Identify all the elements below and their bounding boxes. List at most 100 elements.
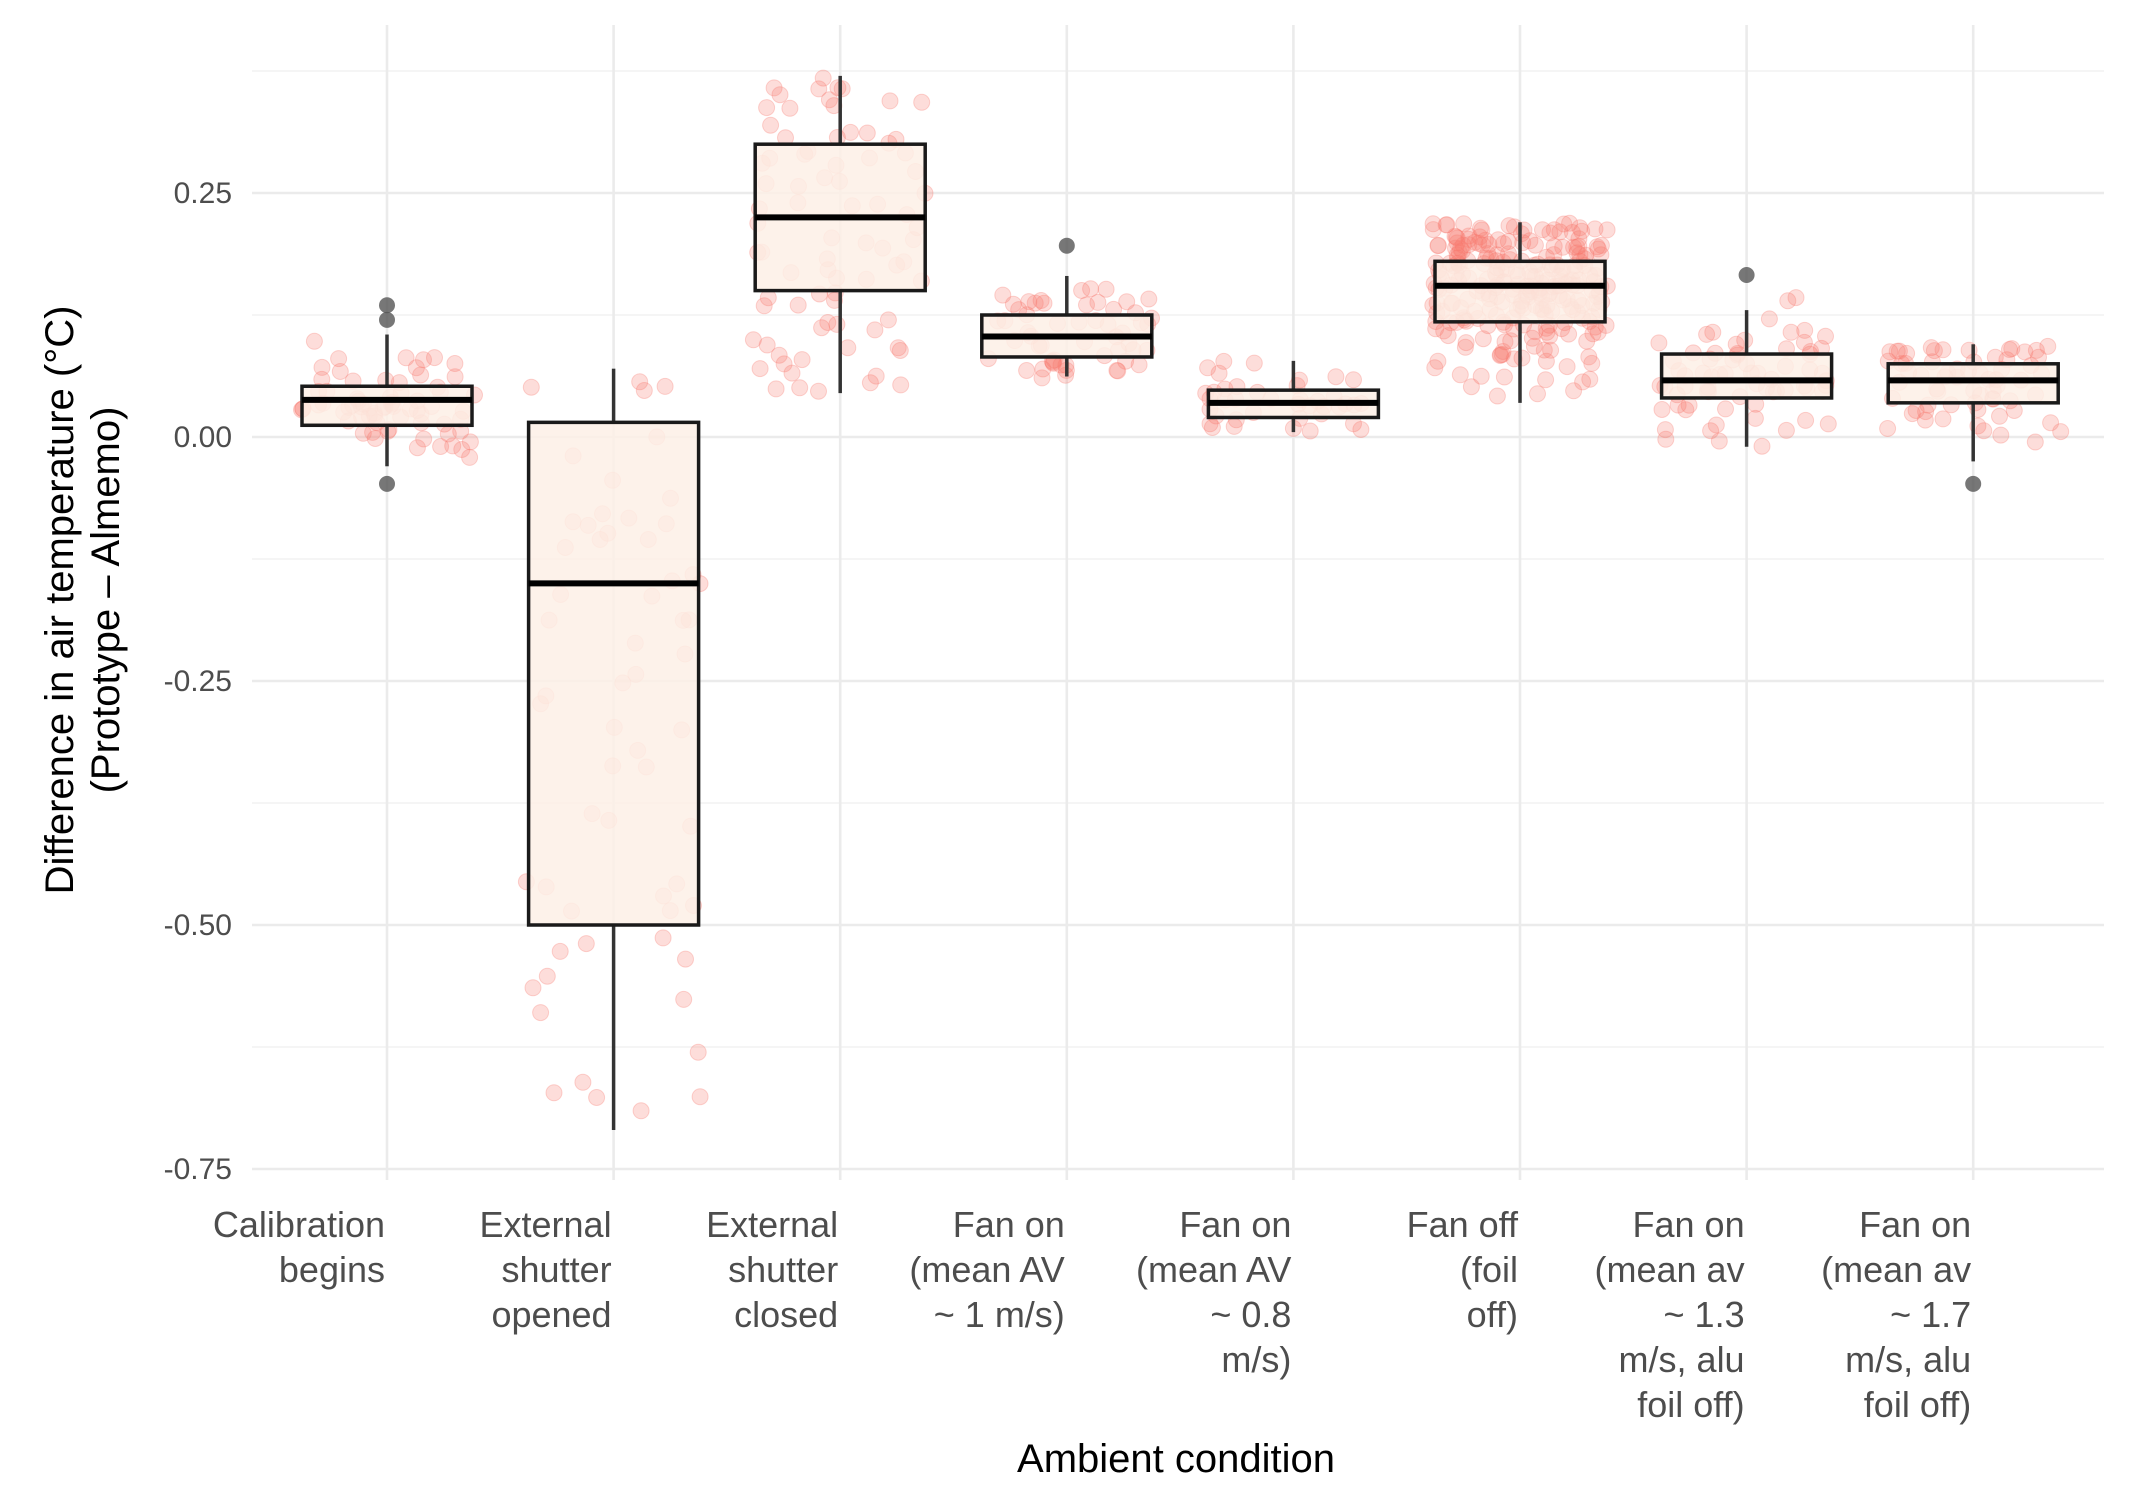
- jitter-point: [522, 378, 540, 396]
- y-tick-label: -0.50: [164, 909, 232, 942]
- x-tick-label: Fan on (mean av ~ 1.7 m/s, alu foil off): [1821, 1204, 1971, 1425]
- jitter-point: [1819, 415, 1837, 433]
- outlier-point: [1738, 266, 1755, 283]
- jitter-point: [1424, 215, 1442, 233]
- jitter-point: [1462, 378, 1480, 396]
- jitter-point: [810, 382, 827, 400]
- jitter-point: [1199, 359, 1217, 377]
- y-tick-label: 0.00: [174, 421, 232, 454]
- x-tick-label-line: m/s): [1221, 1339, 1291, 1380]
- jitter-point: [1472, 367, 1490, 385]
- jitter-point: [331, 363, 349, 380]
- jitter-point: [1215, 352, 1233, 370]
- jitter-point: [1736, 331, 1754, 349]
- jitter-point: [415, 351, 432, 369]
- jitter-point: [1073, 282, 1091, 299]
- box: [300, 384, 474, 428]
- jitter-point: [1460, 236, 1478, 254]
- jitter-point: [1488, 387, 1506, 405]
- x-tick-label-line: (mean AV: [1136, 1249, 1291, 1290]
- jitter-point: [744, 331, 762, 349]
- jitter-point: [1345, 371, 1362, 389]
- jitter-point: [654, 929, 672, 947]
- jitter-point: [1474, 330, 1492, 348]
- jitter-point: [1925, 342, 1943, 360]
- jitter-point: [1018, 362, 1036, 379]
- x-tick-label-line: m/s, alu: [1845, 1339, 1971, 1380]
- y-tick-label: -0.25: [164, 665, 232, 698]
- jitter-point: [1439, 327, 1457, 345]
- jitter-point: [1452, 240, 1469, 258]
- jitter-point: [2027, 341, 2045, 359]
- x-tick-label-line: External: [706, 1204, 838, 1245]
- jitter-point: [461, 433, 479, 451]
- x-tick-label-line: ~ 1 m/s): [934, 1294, 1065, 1335]
- jitter-point: [574, 1073, 592, 1091]
- jitter-point: [1704, 323, 1722, 341]
- jitter-point: [1817, 327, 1834, 345]
- jitter-point: [2001, 341, 2018, 358]
- x-tick-label-line: Fan off: [1407, 1204, 1519, 1245]
- jitter-point: [2052, 423, 2070, 441]
- jitter-point: [1598, 221, 1616, 239]
- jitter-point: [1526, 323, 1544, 341]
- y-axis-title-line2: (Prototype – Almemo): [84, 407, 128, 794]
- jitter-point: [1698, 325, 1716, 343]
- x-tick-label-line: (mean av: [1821, 1249, 1971, 1290]
- jitter-point: [538, 967, 556, 985]
- jitter-point: [1589, 323, 1607, 341]
- jitter-point: [1291, 371, 1308, 389]
- jitter-point: [446, 355, 464, 372]
- jitter-point: [881, 92, 899, 110]
- jitter-point: [1034, 360, 1052, 378]
- jitter-point: [791, 379, 809, 397]
- jitter-point: [1588, 238, 1606, 256]
- jitter-point: [1496, 333, 1514, 351]
- jitter-point: [913, 93, 931, 111]
- jitter-point: [1534, 221, 1551, 239]
- jitter-point: [1448, 234, 1466, 252]
- jitter-point: [1656, 421, 1674, 439]
- jitter-point: [1130, 356, 1148, 374]
- jitter-point: [1753, 437, 1771, 455]
- jitter-point: [1934, 341, 1952, 359]
- jitter-point: [2003, 340, 2021, 358]
- jitter-point: [755, 297, 773, 315]
- jitter-point: [1502, 332, 1520, 350]
- jitter-point: [858, 124, 876, 142]
- jitter-point: [1717, 400, 1734, 418]
- outlier-point: [379, 475, 395, 492]
- x-tick-label-line: opened: [491, 1294, 611, 1335]
- jitter-point: [1525, 337, 1543, 355]
- jitter-point: [1580, 348, 1598, 366]
- y-tick-label: 0.25: [174, 177, 232, 210]
- jitter-point: [1033, 369, 1051, 387]
- box: [526, 420, 701, 927]
- jitter-point: [453, 441, 471, 458]
- jitter-point: [1352, 421, 1370, 438]
- x-tick-label-line: Fan on: [1859, 1204, 1971, 1245]
- jitter-point: [1140, 290, 1158, 308]
- x-tick-label-line: Fan on: [953, 1204, 1065, 1245]
- jitter-point: [842, 123, 859, 141]
- jitter-point: [588, 1089, 606, 1106]
- jitter-point: [889, 339, 907, 357]
- x-tick-label: Fan on (mean AV ~ 1 m/s): [909, 1204, 1064, 1335]
- jitter-point: [765, 79, 783, 97]
- jitter-point: [1565, 382, 1583, 400]
- x-tick-label: Fan off (foil off): [1407, 1204, 1519, 1335]
- jitter-point: [775, 355, 793, 373]
- jitter-point: [1109, 362, 1127, 380]
- x-tick-label-line: closed: [734, 1294, 838, 1335]
- jitter-point: [861, 374, 879, 392]
- jitter-point: [1429, 237, 1447, 255]
- x-tick-label: Calibration begins: [213, 1204, 385, 1290]
- jitter-point: [1476, 231, 1494, 249]
- jitter-point: [551, 942, 569, 960]
- jitter-point: [677, 950, 694, 968]
- jitter-point: [1537, 352, 1555, 370]
- x-tick-label-line: (mean AV: [909, 1249, 1064, 1290]
- x-axis-title: Ambient condition: [1017, 1437, 1335, 1481]
- jitter-point: [814, 69, 832, 87]
- x-tick-label: External shutter opened: [480, 1204, 612, 1335]
